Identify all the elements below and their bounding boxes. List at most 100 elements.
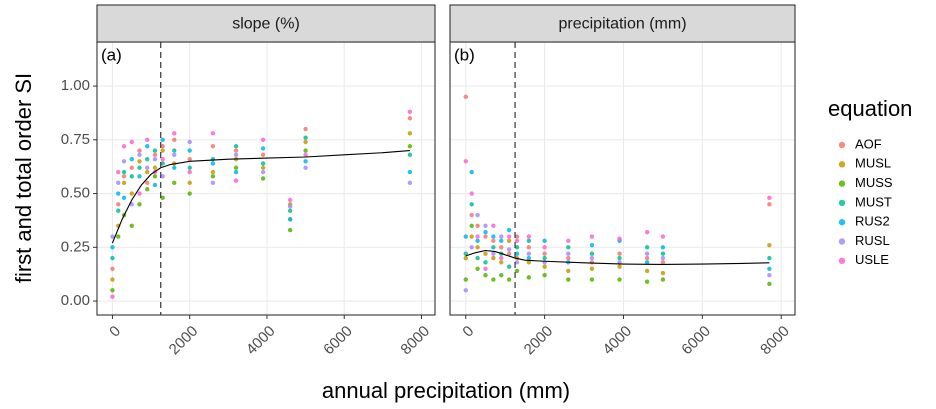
point	[210, 161, 216, 166]
panel-background	[97, 42, 435, 315]
point	[514, 234, 520, 239]
legend-label: RUSL	[855, 233, 890, 248]
point	[172, 131, 177, 136]
point	[660, 270, 666, 276]
point	[589, 277, 595, 282]
point	[145, 165, 150, 170]
point	[767, 242, 772, 248]
point	[287, 227, 293, 233]
legend-marker	[838, 199, 846, 207]
point	[210, 169, 216, 175]
point	[407, 180, 413, 185]
point	[767, 255, 772, 261]
point	[644, 268, 650, 274]
point	[160, 195, 165, 201]
legend-marker	[838, 257, 846, 264]
point	[260, 165, 266, 170]
point	[542, 264, 547, 269]
point	[407, 144, 413, 149]
point	[566, 245, 571, 250]
point	[526, 238, 532, 244]
point	[303, 152, 308, 158]
point	[660, 277, 666, 282]
point	[483, 260, 488, 265]
point	[483, 266, 488, 271]
point	[110, 266, 115, 271]
point	[160, 137, 165, 143]
point	[542, 238, 547, 244]
point	[287, 217, 293, 222]
point	[187, 191, 192, 196]
point	[491, 251, 496, 256]
point	[121, 195, 127, 201]
point	[475, 266, 480, 271]
point	[499, 234, 504, 239]
point	[210, 156, 216, 162]
point	[469, 191, 474, 196]
point	[499, 245, 504, 250]
y-tick-label: 0.00	[61, 292, 90, 309]
point	[644, 230, 650, 235]
point	[303, 126, 308, 132]
x-tick-label: 6000	[678, 323, 714, 359]
point	[767, 273, 772, 278]
point	[172, 137, 177, 143]
point	[233, 169, 239, 175]
point	[121, 180, 127, 185]
point	[617, 255, 622, 261]
point	[483, 230, 488, 235]
point	[303, 165, 308, 170]
point	[407, 131, 413, 136]
point	[210, 131, 216, 136]
point	[137, 165, 142, 170]
point	[172, 148, 177, 153]
point	[469, 245, 474, 250]
point	[491, 245, 496, 250]
point	[110, 288, 115, 293]
point	[767, 202, 772, 207]
point	[767, 281, 772, 287]
point	[137, 174, 142, 179]
point	[506, 264, 512, 269]
point	[121, 174, 127, 179]
point	[491, 238, 496, 244]
point	[260, 146, 266, 151]
legend-marker	[838, 161, 846, 168]
legend-label: MUST	[855, 194, 892, 209]
point	[233, 148, 239, 153]
point	[187, 148, 192, 153]
point	[506, 247, 512, 252]
point	[303, 148, 308, 153]
point	[210, 180, 216, 185]
point	[526, 245, 532, 250]
point	[644, 279, 650, 284]
point	[129, 165, 134, 170]
point	[260, 152, 266, 158]
point	[129, 156, 134, 162]
strip-label: slope (%)	[232, 16, 300, 33]
strip-label: precipitation (mm)	[558, 16, 686, 33]
point	[644, 260, 650, 265]
point	[160, 148, 165, 153]
point	[137, 152, 142, 158]
point	[506, 238, 512, 244]
trend-line	[465, 249, 770, 266]
point	[526, 234, 532, 239]
point	[152, 174, 158, 179]
legend-label: MUSL	[855, 156, 891, 171]
point	[463, 251, 468, 256]
point	[566, 238, 571, 244]
point	[110, 277, 115, 282]
point	[172, 180, 177, 185]
point	[160, 144, 165, 149]
point	[475, 245, 480, 250]
point	[152, 156, 158, 162]
point	[260, 176, 266, 181]
point	[260, 169, 266, 175]
point	[187, 169, 192, 175]
x-tick-label: 4000	[243, 323, 279, 359]
point	[233, 144, 239, 149]
y-tick-label: 0.75	[61, 131, 90, 148]
point	[617, 251, 622, 256]
